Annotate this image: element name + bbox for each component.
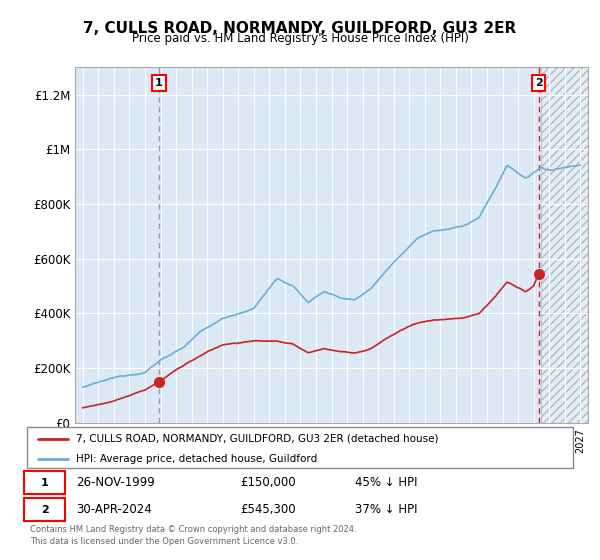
- Text: 1: 1: [155, 78, 163, 88]
- Text: 30-APR-2024: 30-APR-2024: [76, 503, 152, 516]
- Text: Price paid vs. HM Land Registry's House Price Index (HPI): Price paid vs. HM Land Registry's House …: [131, 32, 469, 45]
- Text: 2: 2: [41, 505, 49, 515]
- Bar: [541, 67, 588, 423]
- FancyBboxPatch shape: [24, 498, 65, 521]
- FancyBboxPatch shape: [24, 472, 65, 494]
- Text: 45% ↓ HPI: 45% ↓ HPI: [355, 476, 417, 489]
- Text: 7, CULLS ROAD, NORMANDY, GUILDFORD, GU3 2ER (detached house): 7, CULLS ROAD, NORMANDY, GUILDFORD, GU3 …: [76, 433, 439, 444]
- Text: HPI: Average price, detached house, Guildford: HPI: Average price, detached house, Guil…: [76, 454, 317, 464]
- Text: 1: 1: [41, 478, 49, 488]
- FancyBboxPatch shape: [27, 427, 573, 468]
- Text: 7, CULLS ROAD, NORMANDY, GUILDFORD, GU3 2ER: 7, CULLS ROAD, NORMANDY, GUILDFORD, GU3 …: [83, 21, 517, 36]
- Bar: [541, 67, 588, 423]
- Text: 26-NOV-1999: 26-NOV-1999: [76, 476, 155, 489]
- Text: £150,000: £150,000: [240, 476, 296, 489]
- Text: 2: 2: [535, 78, 542, 88]
- Bar: [541, 67, 588, 423]
- Text: Contains HM Land Registry data © Crown copyright and database right 2024.
This d: Contains HM Land Registry data © Crown c…: [30, 525, 356, 546]
- Text: £545,300: £545,300: [240, 503, 296, 516]
- Text: 37% ↓ HPI: 37% ↓ HPI: [355, 503, 417, 516]
